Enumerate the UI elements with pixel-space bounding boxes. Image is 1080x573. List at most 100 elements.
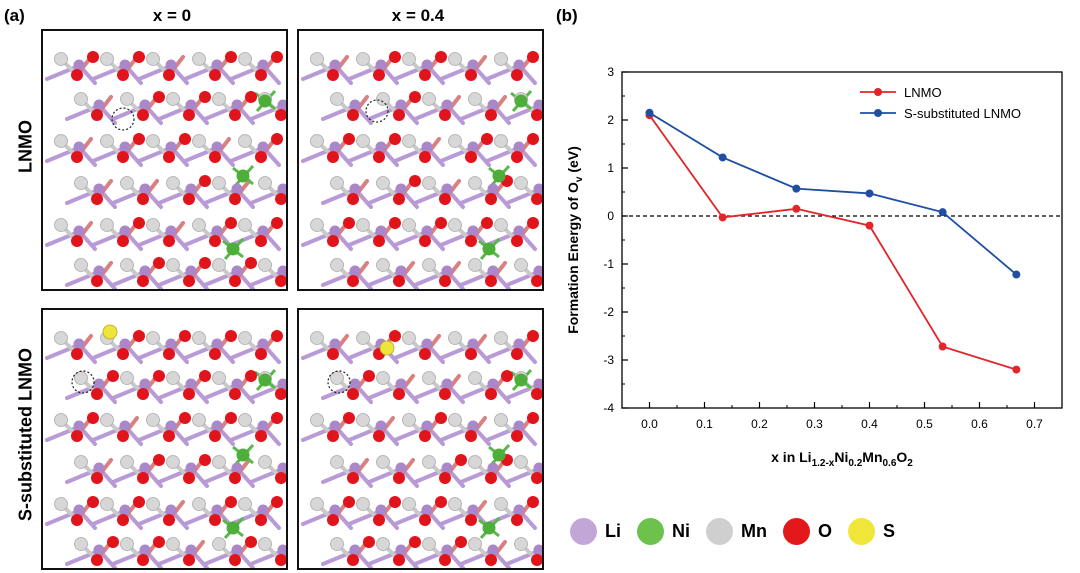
li-atom: [421, 420, 433, 432]
mn-atom: [514, 176, 528, 190]
o-atom: [393, 109, 405, 121]
mn-atom: [356, 497, 370, 511]
mn-atom: [192, 52, 206, 66]
o-atom: [439, 388, 451, 400]
o-atom: [439, 109, 451, 121]
ni-atom: [226, 521, 240, 535]
li-atom: [73, 338, 85, 350]
o-atom: [275, 193, 286, 205]
series-0-point: [718, 213, 727, 222]
o-atom: [465, 69, 477, 81]
o-atom: [393, 193, 405, 205]
ni-atom: [492, 448, 506, 462]
y-tick-label: -4: [603, 401, 614, 415]
o-atom: [209, 348, 221, 360]
mn-atom: [356, 134, 370, 148]
row-label-s-substituted: S-substituted LNMO: [15, 348, 36, 521]
o-atom: [465, 235, 477, 247]
column-heading-x04: x = 0.4: [391, 6, 445, 25]
o-atom: [71, 430, 83, 442]
li-atom: [165, 504, 177, 516]
o-atom: [133, 217, 145, 229]
li-atom: [73, 225, 85, 237]
mn-atom: [468, 176, 482, 190]
li-atom: [185, 462, 197, 474]
oxygen-vacancy-marker: [71, 370, 95, 394]
li-atom: [329, 338, 341, 350]
y-tick-label: 2: [607, 113, 614, 127]
mn-atom: [494, 52, 508, 66]
o-atom: [163, 151, 175, 163]
o-atom: [137, 472, 149, 484]
li-atom: [513, 504, 525, 516]
o-atom: [209, 151, 221, 163]
mn-atom: [192, 134, 206, 148]
li-atom: [165, 338, 177, 350]
li-atom: [165, 59, 177, 71]
li-atom: [349, 378, 361, 390]
li-atom: [211, 338, 223, 350]
li-atom: [231, 183, 243, 195]
o-atom: [137, 388, 149, 400]
o-atom: [343, 412, 355, 424]
ni-atom: [492, 169, 506, 183]
o-atom: [511, 430, 523, 442]
li-atom: [375, 225, 387, 237]
mn-atom: [422, 258, 436, 272]
li-atom: [533, 183, 542, 195]
s-atom: [102, 324, 118, 340]
li-atom: [93, 544, 105, 556]
mn-atom: [212, 371, 226, 385]
o-atom: [255, 514, 267, 526]
mn-atom: [330, 537, 344, 551]
mn-atom: [238, 134, 252, 148]
o-atom: [225, 51, 237, 63]
o-atom: [87, 412, 99, 424]
mn-atom: [494, 331, 508, 345]
o-atom: [327, 235, 339, 247]
li-atom: [533, 265, 542, 277]
o-atom: [271, 496, 283, 508]
mn-atom: [120, 176, 134, 190]
li-atom: [119, 59, 131, 71]
o-atom: [389, 330, 401, 342]
o-atom: [137, 554, 149, 566]
li-atom: [257, 338, 269, 350]
o-atom: [71, 514, 83, 526]
li-atom: [329, 504, 341, 516]
panel-b-label: (b): [556, 6, 578, 25]
o-atom: [183, 388, 195, 400]
li-atom: [211, 225, 223, 237]
li-atom: [533, 462, 542, 474]
li-atom: [329, 225, 341, 237]
mn-atom: [100, 218, 114, 232]
legend-marker-0: [874, 88, 882, 96]
series-1-point: [1012, 270, 1021, 279]
mn-atom: [146, 413, 160, 427]
li-atom: [467, 338, 479, 350]
li-atom: [375, 141, 387, 153]
li-atom: [185, 378, 197, 390]
ni-atom: [226, 242, 240, 256]
mn-atom: [238, 413, 252, 427]
structure-s-lnmo-x04: [297, 308, 544, 570]
o-atom: [439, 554, 451, 566]
li-atom: [257, 225, 269, 237]
li-atom: [231, 462, 243, 474]
o-atom: [183, 472, 195, 484]
o-atom: [117, 430, 129, 442]
li-atom: [119, 420, 131, 432]
li-atom: [513, 59, 525, 71]
atom-layer: [54, 324, 286, 566]
o-atom: [465, 430, 477, 442]
li-atom: [277, 99, 286, 111]
li-atom: [231, 378, 243, 390]
mn-atom: [258, 176, 272, 190]
o-atom: [133, 51, 145, 63]
li-atom: [395, 99, 407, 111]
o-atom: [153, 91, 165, 103]
li-atom: [119, 141, 131, 153]
o-atom: [393, 388, 405, 400]
structure-lnmo-x04: [297, 29, 544, 291]
o-atom: [275, 109, 286, 121]
